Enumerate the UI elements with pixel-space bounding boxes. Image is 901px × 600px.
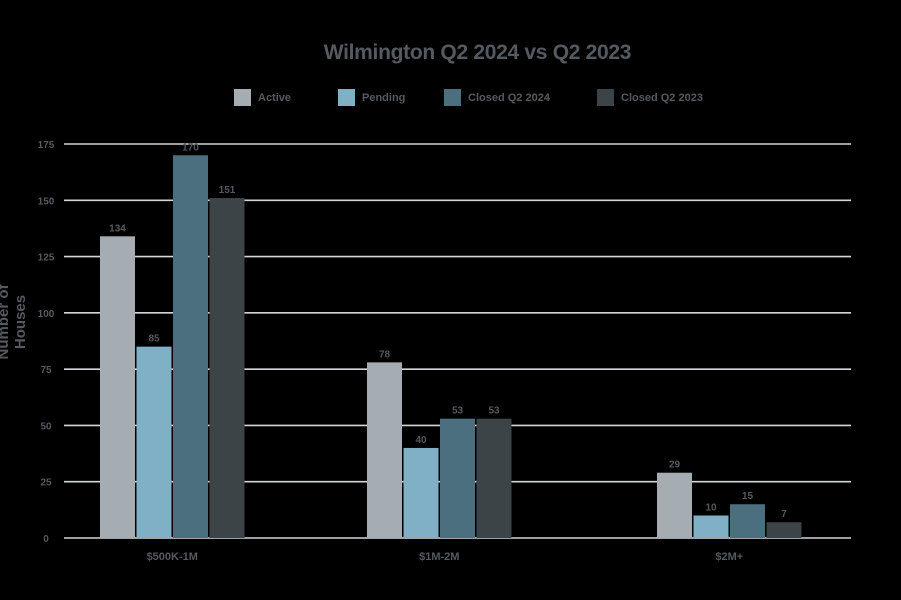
bar	[657, 472, 692, 538]
y-tick-label: 25	[40, 478, 52, 489]
y-tick-label: 50	[40, 421, 52, 432]
legend-item-closed-2023: Closed Q2 2023	[597, 89, 703, 106]
legend-swatch-closed-2024	[444, 89, 461, 106]
legend-swatch-active	[234, 89, 251, 106]
y-tick-label: 175	[38, 140, 55, 151]
chart-title: Wilmington Q2 2024 vs Q2 2023	[323, 41, 632, 64]
x-tick-label: $500K-1M	[147, 551, 198, 563]
data-label: 10	[705, 502, 717, 513]
bar	[136, 346, 172, 538]
bar	[367, 362, 402, 538]
legend-swatch-pending	[338, 89, 355, 106]
y-tick-label: 150	[38, 196, 55, 207]
y-tick-label: 0	[43, 534, 49, 545]
data-label: 151	[219, 185, 236, 196]
data-label: 170	[182, 142, 199, 153]
bar	[173, 155, 208, 538]
legend-label-closed-2023: Closed Q2 2023	[621, 91, 703, 104]
data-label: 134	[109, 223, 126, 234]
y-tick-label: 100	[38, 309, 55, 320]
bar	[440, 418, 475, 538]
y-tick-label: 125	[38, 253, 55, 264]
y-tick-label: 75	[40, 365, 52, 376]
data-label: 29	[669, 460, 681, 471]
legend-swatch-closed-2023	[597, 89, 614, 106]
bar	[693, 515, 729, 538]
data-label: 78	[379, 349, 391, 360]
legend-item-pending: Pending	[338, 89, 405, 106]
bar	[209, 198, 245, 538]
x-tick-label: $1M-2M	[419, 551, 459, 563]
legend-item-active: Active	[234, 89, 291, 106]
bar	[476, 418, 512, 538]
bar	[100, 236, 135, 538]
data-label: 85	[148, 334, 160, 345]
legend-label-pending: Pending	[362, 91, 406, 104]
data-label: 53	[488, 406, 500, 417]
bar	[730, 504, 765, 538]
legend-item-closed-2024: Closed Q2 2024	[444, 89, 550, 106]
legend-label-closed-2024: Closed Q2 2024	[468, 91, 550, 104]
data-label: 7	[781, 509, 787, 520]
bar	[403, 447, 439, 538]
data-label: 15	[742, 491, 754, 502]
data-label: 53	[452, 406, 464, 417]
bar	[766, 522, 802, 538]
legend-label-active: Active	[258, 91, 292, 104]
x-tick-label: $2M+	[715, 551, 743, 563]
data-label: 40	[415, 435, 427, 446]
